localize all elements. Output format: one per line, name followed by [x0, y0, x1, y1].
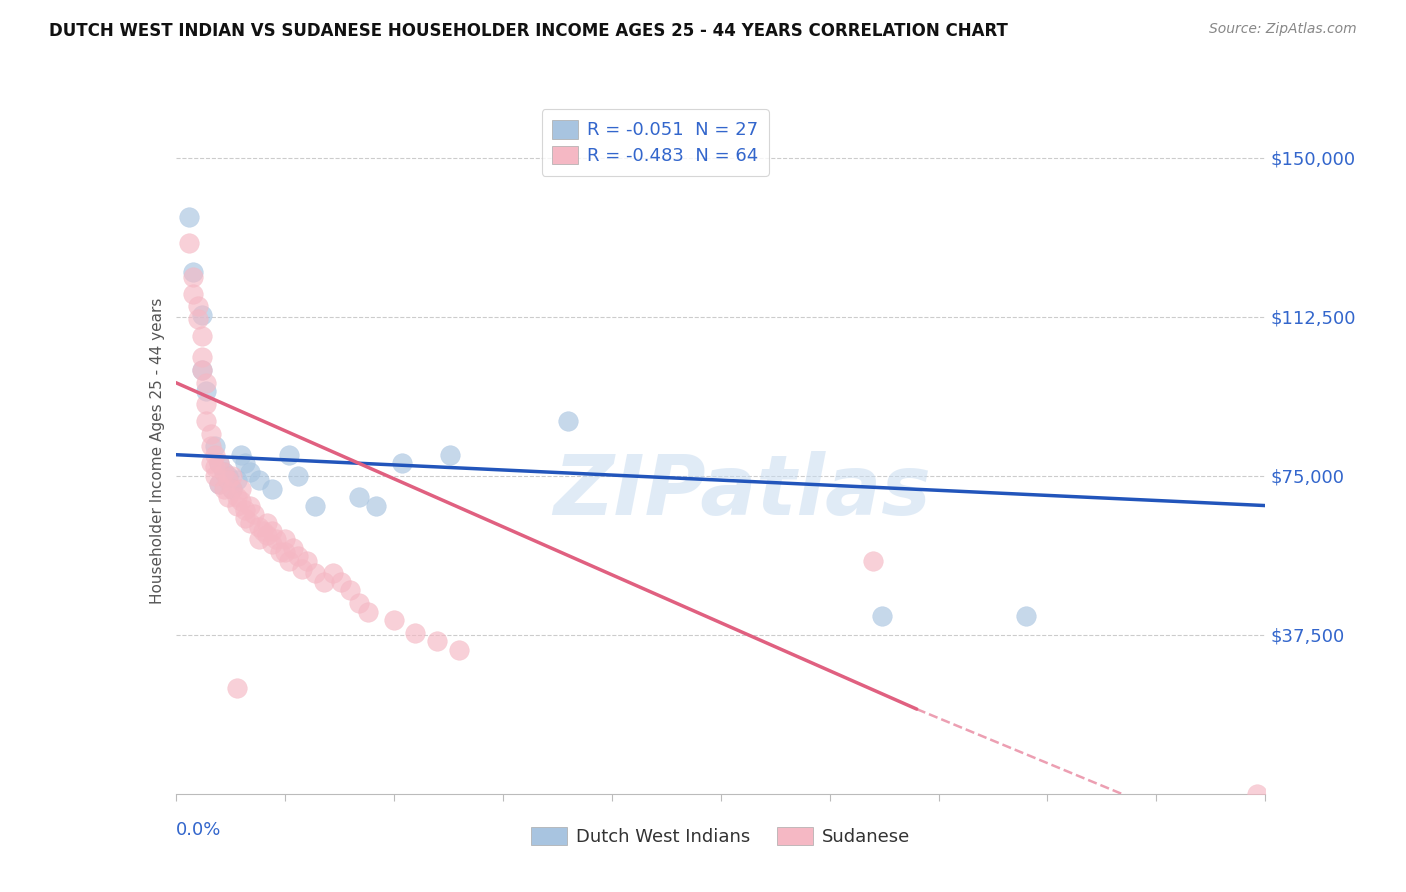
Point: [274, 533, 297, 547]
Point: [195, 397, 218, 411]
Point: [181, 286, 204, 301]
Point: [239, 499, 262, 513]
Point: [447, 642, 470, 657]
Point: [247, 533, 270, 547]
Point: [195, 376, 218, 390]
Point: [200, 439, 222, 453]
Point: [200, 426, 222, 441]
Point: [181, 265, 204, 279]
Y-axis label: Householder Income Ages 25 - 44 years: Householder Income Ages 25 - 44 years: [149, 297, 165, 604]
Point: [256, 528, 278, 542]
Point: [225, 681, 247, 695]
Point: [247, 520, 270, 534]
Point: [382, 613, 405, 627]
Point: [287, 549, 309, 564]
Point: [243, 507, 266, 521]
Text: DUTCH WEST INDIAN VS SUDANESE HOUSEHOLDER INCOME AGES 25 - 44 YEARS CORRELATION : DUTCH WEST INDIAN VS SUDANESE HOUSEHOLDE…: [49, 22, 1008, 40]
Point: [304, 499, 326, 513]
Point: [235, 503, 257, 517]
Point: [221, 482, 243, 496]
Point: [181, 269, 204, 284]
Point: [212, 465, 235, 479]
Point: [347, 490, 370, 504]
Point: [269, 545, 291, 559]
Point: [426, 634, 449, 648]
Point: [274, 545, 297, 559]
Point: [304, 566, 326, 581]
Point: [191, 350, 214, 364]
Point: [356, 605, 378, 619]
Point: [195, 384, 218, 398]
Point: [256, 516, 278, 530]
Point: [870, 608, 893, 623]
Point: [225, 490, 247, 504]
Point: [283, 541, 305, 555]
Point: [330, 574, 353, 589]
Point: [278, 554, 301, 568]
Point: [239, 465, 262, 479]
Point: [217, 473, 239, 487]
Point: [366, 499, 388, 513]
Text: ZIPatlas: ZIPatlas: [554, 451, 931, 533]
Point: [405, 625, 427, 640]
Point: [195, 414, 218, 428]
Point: [557, 414, 579, 428]
Point: [322, 566, 344, 581]
Point: [208, 477, 231, 491]
Point: [239, 516, 262, 530]
Point: [264, 533, 287, 547]
Point: [177, 235, 200, 250]
Point: [260, 524, 283, 538]
Point: [204, 448, 226, 462]
Point: [247, 473, 270, 487]
Point: [221, 469, 243, 483]
Point: [191, 308, 214, 322]
Point: [235, 456, 257, 470]
Point: [252, 524, 274, 538]
Point: [862, 554, 884, 568]
Point: [231, 448, 253, 462]
Point: [1015, 608, 1038, 623]
Point: [291, 562, 314, 576]
Point: [217, 490, 239, 504]
Point: [208, 456, 231, 470]
Point: [217, 469, 239, 483]
Point: [191, 363, 214, 377]
Point: [260, 482, 283, 496]
Point: [225, 499, 247, 513]
Point: [200, 456, 222, 470]
Text: Source: ZipAtlas.com: Source: ZipAtlas.com: [1209, 22, 1357, 37]
Point: [287, 469, 309, 483]
Point: [208, 456, 231, 470]
Point: [208, 477, 231, 491]
Point: [177, 211, 200, 225]
Point: [235, 511, 257, 525]
Text: 0.0%: 0.0%: [176, 822, 221, 839]
Point: [225, 473, 247, 487]
Point: [212, 482, 235, 496]
Point: [212, 465, 235, 479]
Point: [186, 299, 209, 313]
Point: [312, 574, 335, 589]
Point: [191, 363, 214, 377]
Point: [278, 448, 301, 462]
Point: [221, 482, 243, 496]
Point: [186, 312, 209, 326]
Point: [439, 448, 461, 462]
Point: [231, 482, 253, 496]
Point: [295, 554, 318, 568]
Point: [204, 469, 226, 483]
Point: [191, 329, 214, 343]
Point: [391, 456, 413, 470]
Point: [204, 439, 226, 453]
Legend: Dutch West Indians, Sudanese: Dutch West Indians, Sudanese: [523, 820, 918, 854]
Point: [231, 494, 253, 508]
Point: [347, 596, 370, 610]
Point: [339, 583, 361, 598]
Point: [1246, 787, 1268, 801]
Point: [260, 537, 283, 551]
Point: [204, 460, 226, 475]
